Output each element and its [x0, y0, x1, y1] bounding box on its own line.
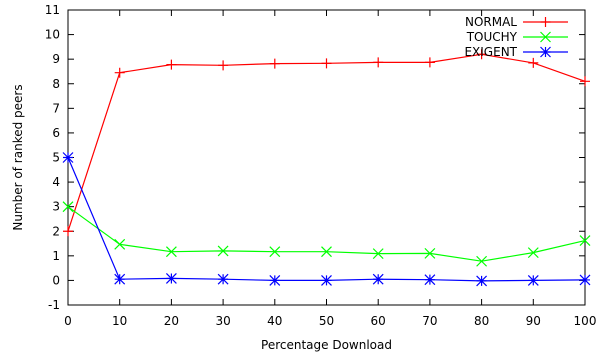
- data-point-normal: [580, 76, 590, 87]
- y-tick-label: 5: [52, 151, 60, 165]
- x-tick-label: 80: [474, 314, 489, 328]
- y-tick-label: -1: [48, 298, 60, 312]
- data-point-exigent: [269, 274, 281, 286]
- axes: -1 0 1 2 3 4 5 6 7 8 9 10 11 0 10 20 30 40 50 60 70 80 90 100: [45, 3, 597, 328]
- series-exigent: [62, 152, 591, 287]
- x-tick-label: 20: [164, 314, 179, 328]
- y-tick-label: 1: [52, 249, 60, 263]
- y-tick-label: 10: [45, 28, 60, 42]
- data-point-normal: [528, 57, 539, 68]
- data-point-normal: [166, 59, 177, 70]
- y-tick-label: 6: [52, 126, 60, 140]
- y-tick-label: 7: [52, 101, 60, 115]
- data-point-normal: [321, 58, 332, 69]
- x-tick-label: 30: [215, 314, 230, 328]
- series-line-normal: [67, 53, 586, 232]
- data-point-exigent: [527, 274, 539, 286]
- data-point-touchy: [62, 201, 74, 213]
- series-normal: [63, 49, 590, 237]
- series-line-touchy: [67, 206, 586, 262]
- data-point-exigent: [579, 274, 591, 286]
- data-point-exigent: [424, 274, 436, 286]
- data-point-exigent: [476, 275, 488, 287]
- x-tick-label: 70: [422, 314, 437, 328]
- legend-marker-exigent: [540, 46, 551, 58]
- y-tick-label: 11: [45, 3, 60, 17]
- data-point-touchy: [424, 247, 436, 259]
- x-tick-label: 90: [526, 314, 541, 328]
- data-point-touchy: [372, 248, 384, 260]
- data-point-touchy: [527, 247, 539, 259]
- data-point-touchy: [269, 246, 281, 258]
- data-point-touchy: [579, 235, 591, 247]
- data-point-normal: [63, 226, 73, 237]
- data-point-normal: [476, 49, 487, 60]
- data-point-touchy: [321, 246, 332, 258]
- legend-label-touchy: TOUCHY: [466, 30, 518, 44]
- legend-marker-touchy: [540, 31, 551, 43]
- y-tick-label: 4: [52, 175, 60, 189]
- data-point-normal: [114, 67, 125, 78]
- data-point-normal: [269, 58, 280, 69]
- data-point-normal: [218, 60, 229, 71]
- data-point-normal: [424, 57, 435, 68]
- x-tick-label: 100: [574, 314, 597, 328]
- y-tick-label: 9: [52, 52, 60, 66]
- data-point-touchy: [476, 255, 488, 267]
- y-tick-label: 0: [52, 273, 60, 287]
- y-axis-title: Number of ranked peers: [11, 84, 25, 230]
- y-tick-label: 3: [52, 200, 60, 214]
- y-tick-label: 2: [52, 224, 60, 238]
- legend-label-exigent: EXIGENT: [464, 45, 517, 59]
- data-point-exigent: [321, 274, 332, 286]
- data-point-exigent: [165, 273, 177, 284]
- legend-marker-normal: [540, 17, 551, 27]
- data-point-exigent: [217, 273, 229, 285]
- data-point-touchy: [217, 245, 229, 257]
- data-point-exigent: [62, 152, 74, 163]
- x-tick-label: 0: [64, 314, 72, 328]
- data-point-exigent: [114, 273, 126, 285]
- series-line-exigent: [67, 157, 586, 282]
- data-point-normal: [373, 57, 384, 68]
- x-axis-title: Percentage Download: [261, 338, 392, 352]
- x-tick-label: 40: [267, 314, 282, 328]
- x-tick-label: 10: [112, 314, 127, 328]
- y-tick-label: 8: [52, 77, 60, 91]
- legend-label-normal: NORMAL: [465, 15, 517, 29]
- x-tick-label: 50: [319, 314, 334, 328]
- data-point-exigent: [372, 273, 384, 285]
- x-tick-label: 60: [371, 314, 386, 328]
- series-touchy: [62, 201, 591, 267]
- data-point-touchy: [114, 238, 126, 250]
- data-point-touchy: [165, 246, 177, 258]
